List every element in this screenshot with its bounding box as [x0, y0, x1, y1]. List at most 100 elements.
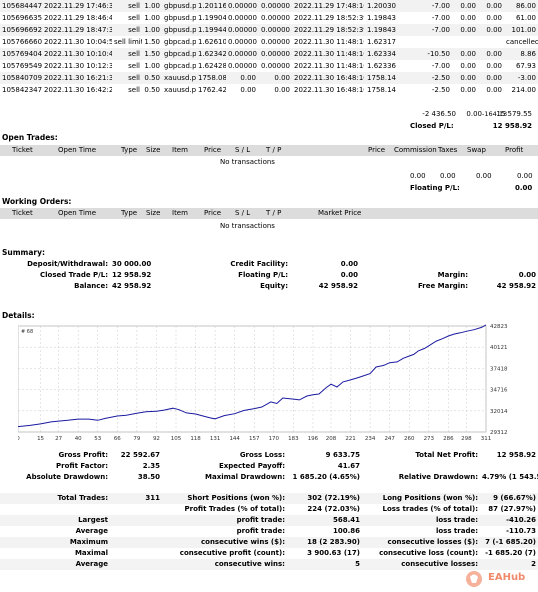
x-tick-label: 247 — [384, 436, 395, 442]
balance-line — [18, 324, 487, 428]
long-positions-value: 9 (66.67%) — [480, 493, 538, 504]
trade-close-time: 2022.11.30 16:48:10 — [292, 72, 364, 84]
trade-open-price: 1.19944 — [196, 24, 226, 36]
trade-profit: cancelled — [506, 38, 538, 46]
col-sl: S / L — [235, 146, 251, 154]
short-positions-label: Short Positions (won %): — [162, 493, 287, 504]
trade-commission: -2.50 — [398, 72, 452, 84]
trade-close-time: 2022.11.30 16:48:10 — [294, 86, 364, 94]
col-open-time: Open Time — [58, 146, 97, 154]
y-tick-label: 32014 — [490, 409, 508, 415]
table-row: 105696635 2022.11.29 18:46:43 sell 1.00 gbpu… — [0, 12, 538, 24]
trade-taxes: 0.00 — [452, 0, 478, 12]
abs-drawdown-value: 38.50 — [137, 473, 160, 481]
trade-swap: 0.00 — [478, 72, 504, 84]
x-tick-label: 144 — [229, 436, 240, 442]
maximum-label: Maximum — [0, 537, 110, 548]
stats-table: Gross Profit: 22 592.67 Gross Loss: 9 63… — [0, 450, 538, 570]
trade-open-price: 1.20116 — [196, 0, 226, 12]
trade-profit: -3.00 — [504, 72, 538, 84]
trade-profit: 86.00 — [504, 0, 538, 12]
trade-close-time: 2022.11.29 18:52:39 — [292, 24, 364, 36]
x-tick-label: 53 — [94, 436, 101, 442]
trade-commission: -7.00 — [431, 14, 450, 22]
trade-type: sell — [112, 48, 142, 60]
x-tick-label: 273 — [424, 436, 435, 442]
loss-trades-label: Loss trades (% of total): — [382, 505, 479, 513]
y-tick-label: 40121 — [490, 345, 508, 351]
trade-open-price: 1.19904 — [198, 14, 226, 22]
trade-size: 1.50 — [144, 38, 160, 46]
long-positions-label: Long Positions (won %): — [362, 493, 480, 504]
x-tick-label: 0 — [18, 436, 20, 442]
trade-size: 1.50 — [142, 48, 162, 60]
deposit-value: 30 000.00 — [112, 260, 152, 268]
open-commission-total: 0.00 — [410, 172, 426, 180]
open-taxes-total: 0.00 — [440, 172, 456, 180]
x-tick-label: 286 — [443, 436, 454, 442]
trade-swap: 0.00 — [486, 62, 502, 70]
trade-item: gbpcad.p — [164, 38, 196, 46]
wo-col-item: Item — [172, 209, 188, 217]
x-tick-label: 260 — [404, 436, 415, 442]
wo-col-size: Size — [146, 209, 161, 217]
trade-swap — [478, 36, 504, 48]
trade-close-price: 1.62334 — [364, 48, 398, 60]
table-row: 105842347 2022.11.30 16:42:21 sell 0.50 xauu… — [0, 84, 538, 96]
trade-tp: 0.00000 — [261, 38, 290, 46]
trade-tp: 0.00 — [258, 72, 292, 84]
watermark-text: EAHub — [488, 572, 526, 583]
table-row: 105766660 2022.11.30 10:04:54 sell limit 1.… — [0, 36, 538, 48]
rel-drawdown-label: Relative Drawdown: — [398, 473, 478, 481]
col-price: Price — [204, 146, 222, 154]
profit-total: 15 579.55 — [496, 110, 532, 118]
trade-ticket: 105696635 — [2, 14, 42, 22]
eahub-watermark: EAHub — [464, 568, 536, 590]
loss-trades-value: 87 (27.97%) — [488, 505, 536, 513]
trade-open-price: 1762.42 — [198, 86, 226, 94]
equity-label: Equity: — [260, 282, 288, 290]
trade-item: xauusd.p — [162, 72, 196, 84]
trade-profit: 67.93 — [515, 62, 536, 70]
trade-type: sell — [112, 72, 142, 84]
trade-size: 1.00 — [144, 14, 160, 22]
details-title: Details: — [2, 311, 35, 320]
maximal-label: Maximal — [74, 549, 108, 557]
x-tick-label: 298 — [461, 436, 472, 442]
trade-close-price: 1.62336 — [367, 62, 396, 70]
open-trades-header: Ticket Open Time Type Size Item Price S … — [0, 145, 538, 156]
trade-taxes: 0.00 — [452, 72, 478, 84]
average-label: Average — [75, 527, 108, 535]
trade-close-price: 1.19843 — [367, 14, 396, 22]
maximal-cons-profit-label: consecutive profit (count): — [179, 549, 285, 557]
trade-swap: 0.00 — [478, 48, 504, 60]
trade-commission: -2.50 — [431, 86, 450, 94]
trade-open-time: 2022.11.30 10:12:35 — [44, 62, 112, 70]
balance-label: Balance: — [74, 282, 108, 290]
net-profit-label: Total Net Profit: — [415, 451, 478, 459]
trade-close-price: 1.19843 — [364, 24, 398, 36]
trade-open-time: 2022.11.30 16:42:21 — [44, 86, 112, 94]
trade-type: sell — [128, 14, 140, 22]
eahub-logo-icon — [466, 571, 482, 587]
open-trades-empty: No transactions — [220, 158, 275, 166]
max-cons-wins-value: 18 (2 283.90) — [287, 537, 362, 548]
gross-profit-value: 22 592.67 — [120, 451, 160, 459]
trade-type: sell — [128, 86, 140, 94]
free-margin-label: Free Margin: — [417, 282, 468, 290]
x-tick-label: 157 — [249, 436, 260, 442]
table-row: 105769404 2022.11.30 10:10:47 sell 1.50 gbpc… — [0, 48, 538, 60]
floating-pl-label: Floating P/L: — [410, 184, 460, 192]
working-orders-title: Working Orders: — [2, 197, 72, 206]
y-tick-label: 34716 — [490, 388, 508, 394]
gross-loss-value: 9 633.75 — [325, 451, 360, 459]
x-tick-label: 170 — [269, 436, 280, 442]
col-taxes: Taxes — [438, 146, 458, 154]
trade-close-time: 2022.11.29 18:52:39 — [294, 14, 364, 22]
trade-type: sell — [112, 0, 142, 12]
y-tick-label: 37418 — [490, 366, 508, 372]
col-ticket: Ticket — [12, 146, 33, 154]
swap-total: -164.13 — [482, 110, 508, 118]
x-tick-label: 183 — [288, 436, 299, 442]
trade-commission: -7.00 — [398, 0, 452, 12]
